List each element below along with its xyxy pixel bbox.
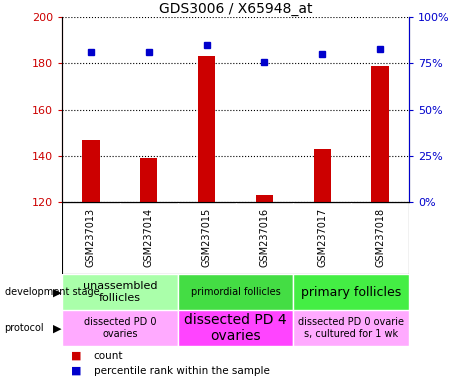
Text: ■: ■ bbox=[71, 366, 82, 376]
Text: development stage: development stage bbox=[5, 287, 99, 297]
Bar bbox=[293, 274, 409, 310]
Text: percentile rank within the sample: percentile rank within the sample bbox=[93, 366, 269, 376]
Text: GSM237014: GSM237014 bbox=[144, 208, 154, 267]
Text: dissected PD 4
ovaries: dissected PD 4 ovaries bbox=[184, 313, 287, 343]
Text: primordial follicles: primordial follicles bbox=[191, 287, 281, 297]
Text: primary follicles: primary follicles bbox=[301, 286, 401, 299]
Text: GSM237013: GSM237013 bbox=[86, 208, 96, 267]
Title: GDS3006 / X65948_at: GDS3006 / X65948_at bbox=[159, 2, 312, 16]
Bar bbox=[82, 140, 100, 202]
Bar bbox=[62, 274, 178, 310]
Text: ▶: ▶ bbox=[53, 287, 61, 297]
Bar bbox=[313, 149, 331, 202]
Bar bbox=[62, 310, 178, 346]
Text: GSM237016: GSM237016 bbox=[259, 208, 269, 267]
Text: unassembled
follicles: unassembled follicles bbox=[83, 281, 157, 303]
Text: dissected PD 0 ovarie
s, cultured for 1 wk: dissected PD 0 ovarie s, cultured for 1 … bbox=[298, 317, 404, 339]
Text: ■: ■ bbox=[71, 351, 82, 361]
Text: ▶: ▶ bbox=[53, 323, 61, 333]
Bar bbox=[198, 56, 215, 202]
Text: protocol: protocol bbox=[5, 323, 44, 333]
Bar bbox=[140, 158, 157, 202]
Text: GSM237017: GSM237017 bbox=[317, 208, 327, 267]
Bar bbox=[178, 274, 293, 310]
Text: GSM237015: GSM237015 bbox=[202, 208, 212, 267]
Text: dissected PD 0
ovaries: dissected PD 0 ovaries bbox=[83, 317, 156, 339]
Bar bbox=[256, 195, 273, 202]
Bar bbox=[372, 66, 389, 202]
Text: GSM237018: GSM237018 bbox=[375, 208, 385, 267]
Bar bbox=[293, 310, 409, 346]
Text: count: count bbox=[93, 351, 123, 361]
Bar bbox=[178, 310, 293, 346]
